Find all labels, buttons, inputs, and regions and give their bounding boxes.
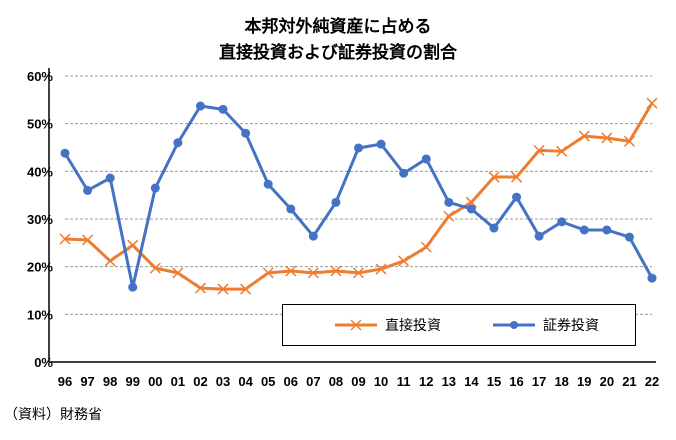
x-tick-label: 21 bbox=[622, 374, 636, 389]
y-tick-label: 60% bbox=[27, 69, 53, 84]
data-point bbox=[60, 148, 70, 158]
series-line-portfolio-investment bbox=[63, 104, 654, 289]
data-point bbox=[533, 144, 545, 156]
data-point bbox=[557, 217, 567, 227]
x-tick-label: 22 bbox=[645, 374, 659, 389]
x-tick-label: 08 bbox=[329, 374, 343, 389]
x-tick-label: 02 bbox=[193, 374, 207, 389]
x-tick-label: 03 bbox=[216, 374, 230, 389]
data-point bbox=[83, 185, 93, 195]
y-tick-label: 30% bbox=[27, 212, 53, 227]
x-tick-label: 96 bbox=[58, 374, 72, 389]
x-tick-label: 15 bbox=[487, 374, 501, 389]
x-tick-label: 01 bbox=[171, 374, 185, 389]
data-point bbox=[465, 196, 477, 208]
data-point bbox=[601, 132, 613, 144]
data-point bbox=[352, 267, 365, 279]
legend-x-marker-icon bbox=[335, 319, 377, 331]
x-tick-label: 11 bbox=[397, 374, 411, 389]
y-tick-label: 20% bbox=[27, 260, 53, 275]
data-point bbox=[173, 138, 183, 148]
data-point bbox=[354, 143, 363, 153]
x-tick-label: 14 bbox=[464, 374, 479, 389]
data-point bbox=[286, 204, 296, 214]
data-point bbox=[623, 135, 635, 147]
data-point bbox=[376, 139, 386, 149]
x-tick-label: 00 bbox=[148, 374, 162, 389]
data-point bbox=[444, 197, 454, 207]
x-tick-label: 99 bbox=[125, 374, 139, 389]
data-point bbox=[330, 265, 342, 277]
data-point bbox=[578, 130, 590, 142]
data-point bbox=[579, 225, 589, 235]
data-point bbox=[149, 262, 161, 274]
data-point bbox=[240, 283, 252, 295]
data-point bbox=[217, 283, 229, 295]
data-point bbox=[241, 128, 251, 138]
data-point bbox=[308, 231, 318, 241]
y-tick-label: 50% bbox=[27, 117, 53, 132]
data-point bbox=[218, 104, 228, 114]
data-point bbox=[556, 145, 568, 157]
data-point bbox=[285, 265, 297, 277]
legend-circle-marker-icon bbox=[493, 321, 535, 329]
x-tick-label: 18 bbox=[554, 374, 568, 389]
data-point bbox=[195, 101, 205, 111]
y-tick-label: 10% bbox=[27, 307, 53, 322]
data-point bbox=[488, 171, 500, 183]
data-point bbox=[59, 233, 71, 245]
data-point bbox=[375, 263, 387, 275]
x-tick-label: 07 bbox=[306, 374, 320, 389]
chart-title-line2: 直接投資および証券投資の割合 bbox=[219, 43, 457, 63]
legend-label: 証券投資 bbox=[543, 318, 599, 334]
x-tick-label: 98 bbox=[103, 374, 117, 389]
chart-title-line1: 本邦対外純資産に占める bbox=[244, 17, 432, 37]
x-tick-label: 19 bbox=[577, 374, 591, 389]
data-point bbox=[307, 267, 319, 279]
data-point bbox=[128, 282, 138, 292]
data-point bbox=[262, 267, 274, 279]
data-point bbox=[421, 154, 431, 164]
data-point bbox=[443, 210, 455, 222]
data-point bbox=[398, 255, 410, 267]
data-point bbox=[172, 267, 184, 279]
data-point bbox=[646, 97, 658, 109]
data-point bbox=[127, 239, 139, 251]
data-point bbox=[420, 241, 432, 253]
data-point bbox=[512, 192, 522, 202]
legend-label: 直接投資 bbox=[385, 318, 441, 334]
data-point bbox=[194, 282, 206, 294]
data-point bbox=[647, 273, 657, 283]
x-tick-label: 10 bbox=[374, 374, 388, 389]
source-note: （資料）財務省 bbox=[4, 407, 102, 423]
data-point bbox=[489, 223, 499, 233]
data-point bbox=[511, 171, 523, 183]
legend-item-portfolio: 証券投資 bbox=[491, 315, 599, 335]
x-tick-label: 04 bbox=[238, 374, 253, 389]
legend-item-direct: 直接投資 bbox=[333, 315, 441, 335]
data-point bbox=[624, 232, 634, 242]
data-point bbox=[602, 225, 612, 235]
data-point bbox=[399, 168, 409, 178]
data-point bbox=[105, 173, 115, 183]
data-point bbox=[466, 204, 476, 214]
y-tick-label: 40% bbox=[27, 164, 53, 179]
legend: 直接投資 証券投資 bbox=[282, 304, 636, 346]
x-tick-label: 12 bbox=[419, 374, 433, 389]
x-tick-label: 20 bbox=[600, 374, 614, 389]
data-point bbox=[150, 183, 160, 193]
data-point bbox=[331, 197, 341, 207]
x-tick-label: 17 bbox=[532, 374, 546, 389]
x-tick-label: 16 bbox=[509, 374, 523, 389]
x-tick-label: 06 bbox=[284, 374, 298, 389]
x-tick-label: 05 bbox=[261, 374, 275, 389]
x-tick-label: 09 bbox=[351, 374, 365, 389]
x-tick-label: 13 bbox=[442, 374, 456, 389]
x-tick-label: 97 bbox=[80, 374, 94, 389]
data-point bbox=[104, 255, 116, 267]
data-point bbox=[82, 234, 94, 246]
data-point bbox=[263, 179, 273, 189]
data-point bbox=[534, 231, 544, 241]
